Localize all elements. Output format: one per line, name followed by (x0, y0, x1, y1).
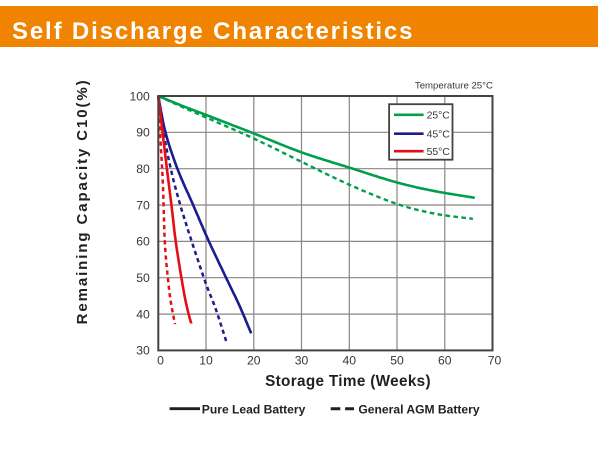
svg-text:70: 70 (136, 198, 150, 212)
svg-text:Remaining Capacity C10(%): Remaining Capacity C10(%) (74, 78, 91, 324)
svg-text:Temperature 25°C: Temperature 25°C (415, 81, 493, 92)
svg-text:70: 70 (488, 354, 502, 368)
svg-text:45°C: 45°C (427, 129, 451, 140)
svg-text:25°C: 25°C (427, 110, 451, 121)
svg-text:100: 100 (129, 89, 150, 103)
svg-text:50: 50 (136, 271, 150, 285)
svg-text:10: 10 (199, 354, 213, 368)
svg-text:0: 0 (157, 354, 164, 368)
svg-text:90: 90 (136, 126, 150, 140)
svg-text:55°C: 55°C (427, 147, 451, 158)
svg-text:60: 60 (136, 235, 150, 249)
svg-text:Storage Time (Weeks): Storage Time (Weeks) (265, 373, 431, 390)
svg-text:50: 50 (390, 354, 404, 368)
svg-text:Pure Lead Battery: Pure Lead Battery (202, 402, 306, 416)
svg-text:20: 20 (247, 354, 261, 368)
svg-text:40: 40 (343, 354, 357, 368)
svg-text:80: 80 (136, 162, 150, 176)
svg-text:60: 60 (438, 354, 452, 368)
svg-text:30: 30 (295, 354, 309, 368)
svg-text:General AGM Battery: General AGM Battery (358, 402, 479, 416)
svg-text:30: 30 (136, 344, 150, 358)
svg-text:40: 40 (136, 307, 150, 321)
